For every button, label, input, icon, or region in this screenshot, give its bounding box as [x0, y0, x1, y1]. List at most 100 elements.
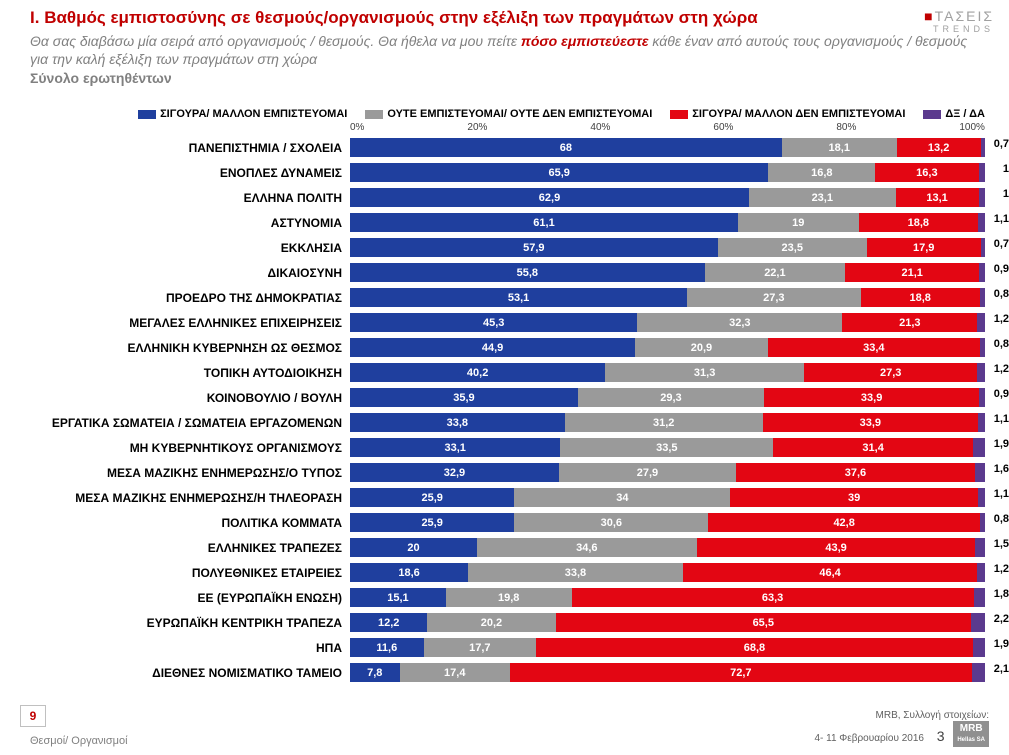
chart-row: ΕΡΓΑΤΙΚΑ ΣΩΜΑΤΕΙΑ / ΣΩΜΑΤΕΙΑ ΕΡΓΑΖΟΜΕΝΩΝ… [0, 410, 985, 435]
bar-segment [979, 188, 985, 207]
stacked-bar: 6818,113,20,7 [350, 138, 985, 157]
dk-value: 1,1 [994, 413, 1009, 425]
bar-segment: 25,9 [350, 513, 514, 532]
row-label: ΔΙΚΑΙΟΣΥΝΗ [0, 266, 350, 280]
bar-segment: 16,8 [768, 163, 875, 182]
bar-segment: 16,3 [875, 163, 979, 182]
bar-segment: 25,9 [350, 488, 514, 507]
bar-segment [975, 463, 985, 482]
bar-segment: 33,8 [468, 563, 683, 582]
chart-row: ΕΛΛΗΝΙΚΗ ΚΥΒΕΡΝΗΣΗ ΩΣ ΘΕΣΜΟΣ44,920,933,4… [0, 335, 985, 360]
stacked-bar: 11,617,768,81,9 [350, 638, 985, 657]
bar-segment: 27,9 [559, 463, 736, 482]
bar-segment: 34 [514, 488, 730, 507]
bar-segment: 72,7 [510, 663, 972, 682]
bar-segment: 20,2 [427, 613, 555, 632]
dk-value: 0,8 [994, 513, 1009, 525]
row-label: ΕΥΡΩΠΑΪΚΗ ΚΕΝΤΡΙΚΗ ΤΡΑΠΕΖΑ [0, 616, 350, 630]
chart-row: ΜΕΣΑ ΜΑΖΙΚΗΣ ΕΝΗΜΕΡΩΣΗΣ/Ο ΤΥΠΟΣ32,927,93… [0, 460, 985, 485]
bar-segment: 33,4 [768, 338, 980, 357]
legend-item: ΟΥΤΕ ΕΜΠΙΣΤΕΥΟΜΑΙ/ ΟΥΤΕ ΔΕΝ ΕΜΠΙΣΤΕΥΟΜΑΙ [365, 108, 652, 120]
bar-segment: 42,8 [708, 513, 980, 532]
dk-value: 1,6 [994, 463, 1009, 475]
chart-row: ΠΑΝΕΠΙΣΤΗΜΙΑ / ΣΧΟΛΕΙΑ6818,113,20,7 [0, 135, 985, 160]
bar-segment: 30,6 [514, 513, 708, 532]
bar-segment: 44,9 [350, 338, 635, 357]
row-label: ΠΟΛΥΕΘΝΙΚΕΣ ΕΤΑΙΡΕΙΕΣ [0, 566, 350, 580]
dk-value: 1 [1003, 163, 1009, 175]
stacked-bar: 62,923,113,11 [350, 188, 985, 207]
bar-segment: 12,2 [350, 613, 427, 632]
chart-row: ΕΝΟΠΛΕΣ ΔΥΝΑΜΕΙΣ65,916,816,31 [0, 160, 985, 185]
bar-segment: 13,1 [896, 188, 979, 207]
bar-segment: 68,8 [536, 638, 973, 657]
stacked-bar: 32,927,937,61,6 [350, 463, 985, 482]
row-label: ΜΕΓΑΛΕΣ ΕΛΛΗΝΙΚΕΣ ΕΠΙΧΕΙΡΗΣΕΙΣ [0, 316, 350, 330]
stacked-bar: 18,633,846,41,2 [350, 563, 985, 582]
bar-segment [980, 338, 985, 357]
bar-segment: 27,3 [687, 288, 860, 307]
bar-segment: 19 [738, 213, 859, 232]
chart-row: ΜΗ ΚΥΒΕΡΝΗΤΙΚΟΥΣ ΟΡΓΑΝΙΣΜΟΥΣ33,133,531,4… [0, 435, 985, 460]
dk-value: 1,8 [994, 588, 1009, 600]
bar-segment: 7,8 [350, 663, 400, 682]
bar-segment: 40,2 [350, 363, 605, 382]
bar-segment: 31,2 [565, 413, 763, 432]
row-label: ΑΣΤΥΝΟΜΙΑ [0, 216, 350, 230]
bar-segment: 21,3 [842, 313, 977, 332]
dk-value: 1,1 [994, 488, 1009, 500]
bar-segment: 18,6 [350, 563, 468, 582]
bar-segment [979, 388, 985, 407]
bar-segment: 13,2 [897, 138, 981, 157]
row-label: ΤΟΠΙΚΗ ΑΥΤΟΔΙΟΙΚΗΣΗ [0, 366, 350, 380]
dk-value: 0,8 [994, 288, 1009, 300]
chart-row: ΚΟΙΝΟΒΟΥΛΙΟ / ΒΟΥΛΗ35,929,333,90,9 [0, 385, 985, 410]
bar-segment: 33,9 [764, 388, 979, 407]
row-label: ΕΚΚΛΗΣΙΑ [0, 241, 350, 255]
row-label: ΚΟΙΝΟΒΟΥΛΙΟ / ΒΟΥΛΗ [0, 391, 350, 405]
stacked-bar: 7,817,472,72,1 [350, 663, 985, 682]
row-label: ΔΙΕΘΝΕΣ ΝΟΜΙΣΜΑΤΙΚΟ ΤΑΜΕΙΟ [0, 666, 350, 680]
dk-value: 0,9 [994, 263, 1009, 275]
chart-row: ΕΛΛΗΝΑ ΠΟΛΙΤΗ62,923,113,11 [0, 185, 985, 210]
bar-segment: 19,8 [446, 588, 572, 607]
dk-value: 1,9 [994, 638, 1009, 650]
chart-row: ΔΙΚΑΙΟΣΥΝΗ55,822,121,10,9 [0, 260, 985, 285]
bar-segment: 33,9 [763, 413, 978, 432]
stacked-bar: 12,220,265,52,2 [350, 613, 985, 632]
chart-row: ΕΚΚΛΗΣΙΑ57,923,517,90,7 [0, 235, 985, 260]
bar-segment: 45,3 [350, 313, 637, 332]
dk-value: 1 [1003, 188, 1009, 200]
dk-value: 1,2 [994, 313, 1009, 325]
footer-left: Θεσμοί/ Οργανισμοί [30, 735, 128, 747]
row-label: ΠΟΛΙΤΙΚΑ ΚΟΜΜΑΤΑ [0, 516, 350, 530]
bar-segment: 46,4 [683, 563, 978, 582]
bar-segment: 33,5 [560, 438, 773, 457]
brand-logo: ■ΤΑΣΕΙΣ TRENDS [924, 8, 994, 34]
stacked-bar: 25,934391,1 [350, 488, 985, 507]
stacked-bar: 57,923,517,90,7 [350, 238, 985, 257]
bar-segment: 21,1 [845, 263, 979, 282]
chart-row: ΔΙΕΘΝΕΣ ΝΟΜΙΣΜΑΤΙΚΟ ΤΑΜΕΙΟ7,817,472,72,1 [0, 660, 985, 685]
bar-segment [978, 213, 985, 232]
bar-segment: 22,1 [705, 263, 845, 282]
dk-value: 0,7 [994, 238, 1009, 250]
chart-row: ΠΟΛΥΕΘΝΙΚΕΣ ΕΤΑΙΡΕΙΕΣ18,633,846,41,2 [0, 560, 985, 585]
bar-segment: 18,8 [861, 288, 980, 307]
bar-segment [979, 163, 985, 182]
bar-segment: 31,3 [605, 363, 804, 382]
row-label: ΕΕ (ΕΥΡΩΠΑΪΚΗ ΕΝΩΣΗ) [0, 591, 350, 605]
row-label: ΜΕΣΑ ΜΑΖΙΚΗΣ ΕΝΗΜΕΡΩΣΗΣ/Ο ΤΥΠΟΣ [0, 466, 350, 480]
dk-value: 1,1 [994, 213, 1009, 225]
dk-value: 0,8 [994, 338, 1009, 350]
sample-label: Σύνολο ερωτηθέντων [30, 70, 989, 86]
subtitle: Θα σας διαβάσω μία σειρά από οργανισμούς… [30, 32, 989, 68]
bar-segment: 65,9 [350, 163, 768, 182]
row-label: ΕΛΛΗΝΑ ΠΟΛΙΤΗ [0, 191, 350, 205]
bar-segment: 39 [730, 488, 978, 507]
chart-row: ΕΕ (ΕΥΡΩΠΑΪΚΗ ΕΝΩΣΗ)15,119,863,31,8 [0, 585, 985, 610]
bar-segment [980, 513, 985, 532]
row-label: ΠΑΝΕΠΙΣΤΗΜΙΑ / ΣΧΟΛΕΙΑ [0, 141, 350, 155]
bar-segment [979, 263, 985, 282]
page-title: I. Βαθμός εμπιστοσύνης σε θεσμούς/οργανι… [30, 8, 989, 28]
